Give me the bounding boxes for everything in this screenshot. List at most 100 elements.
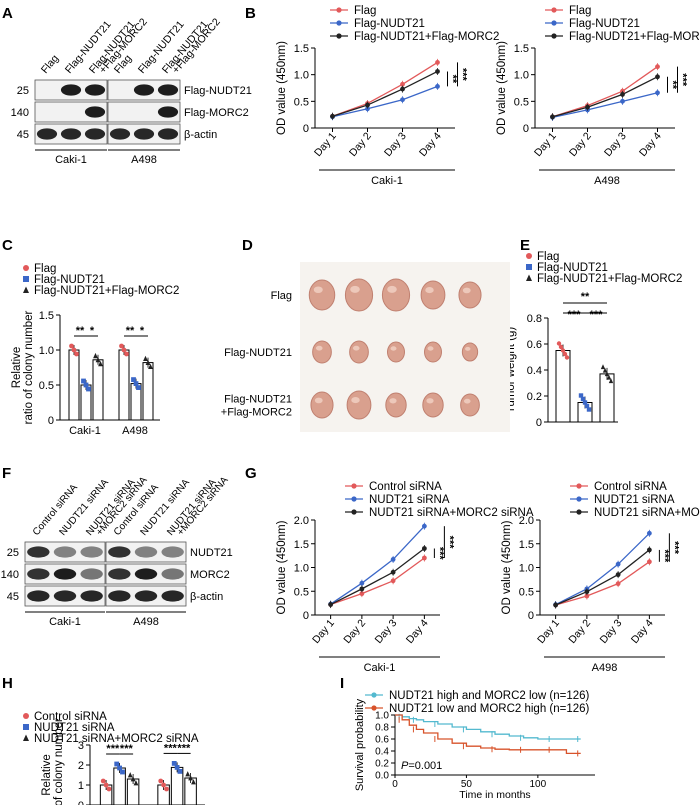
panel-letter-e: E (520, 237, 530, 254)
panel-letter-c: C (2, 237, 13, 254)
tumor (424, 341, 442, 363)
sig-mark: *** (590, 309, 604, 321)
protein-band (80, 568, 103, 580)
legend-marker (336, 33, 342, 39)
protein-band (133, 128, 155, 140)
point-flag (562, 351, 568, 357)
category-label: Caki-1 (69, 425, 101, 437)
data-point-control-sirna (584, 593, 590, 599)
panel-letter-d: D (242, 237, 253, 254)
x-axis-title: Caki-1 (371, 175, 403, 187)
sig-mark: ** (581, 291, 590, 303)
legend-label-flag-nudt21: Flag-NUDT21 (569, 18, 640, 30)
x-tick-label: 0 (392, 779, 398, 790)
y-tick-label: 1.5 (294, 539, 309, 551)
point-nudt21-sirna-morc2-sirna (130, 776, 136, 782)
data-point-flag-nudt21-flag-morc2 (400, 86, 405, 92)
y-tick-label: 0.5 (294, 586, 309, 598)
point-flag-nudt21-flag-morc2 (93, 352, 98, 359)
point-flag-nudt21 (133, 381, 139, 386)
data-point-flag-nudt21-flag-morc2 (435, 69, 440, 74)
protein-band (60, 128, 82, 140)
y-tick-label: 0 (303, 123, 309, 135)
y-axis-title: OD value (450nm) (276, 520, 288, 614)
data-point-flag-nudt21-flag-morc2 (330, 113, 335, 119)
data-point-flag-nudt21-flag-morc2 (585, 104, 590, 110)
y-tick-label: 1.5 (514, 43, 529, 55)
y-axis-title: Relative (11, 347, 23, 389)
legend-label-nudt21-sirna: NUDT21 siRNA (34, 722, 115, 734)
lane-label: Flag (39, 52, 61, 75)
protein-band (84, 106, 106, 118)
legend-marker (551, 7, 557, 13)
legend-label-nudt21-high-and-morc2-low-n-126: NUDT21 high and MORC2 low (n=126) (389, 690, 590, 702)
mw-marker: 25 (17, 85, 29, 97)
legend-label-flag-nudt21-flag-morc2: Flag-NUDT21+Flag-MORC2 (354, 31, 499, 43)
tumor-highlight (426, 398, 434, 404)
point-flag-nudt21 (81, 378, 86, 384)
x-tick-label: Day 1 (310, 617, 337, 646)
legend-marker (551, 33, 557, 39)
series-line-nudt21-sirna-morc2-sirna (330, 547, 425, 606)
sig-mark: * (90, 325, 95, 337)
y-tick-label: 0.5 (294, 96, 309, 108)
series-line-flag-nudt21-flag-morc2 (332, 70, 438, 117)
point-control-sirna (100, 778, 106, 784)
legend-label-control-sirna: Control siRNA (369, 481, 442, 493)
x-axis-title: Time in months (459, 789, 530, 801)
protein-band (161, 590, 184, 602)
x-tick-label: Day 4 (417, 130, 444, 159)
point-nudt21-sirna-morc2-sirna (127, 772, 133, 778)
point-flag (119, 343, 124, 349)
tumor (385, 392, 407, 418)
y-tick-label: 0.8 (527, 313, 542, 325)
sig-mark: ** (126, 325, 135, 337)
sig-mark: *** (177, 742, 191, 754)
data-point-control-sirna (615, 581, 621, 587)
series-line-nudt21-sirna (330, 525, 425, 605)
chart-c: 0 0.5 1.0 1.5 Relative ratio of colony number… (11, 310, 160, 437)
tumor-highlight (463, 398, 471, 404)
tumor-row-label: Flag (271, 290, 292, 302)
tumor-highlight (425, 287, 434, 294)
series-line-flag-nudt21-flag-morc2 (552, 76, 658, 118)
y-tick-label: 0.6 (527, 339, 542, 351)
tumor-highlight (314, 397, 323, 404)
data-point-control-sirna (646, 559, 652, 565)
tumor-highlight (465, 346, 471, 351)
x-tick-label: Day 2 (341, 617, 368, 646)
legend-label-flag-nudt21: Flag-NUDT21 (354, 18, 425, 30)
point-flag-nudt21 (83, 382, 89, 388)
data-point-flag-nudt21 (620, 98, 625, 104)
y-tick-label: 1.0 (375, 711, 389, 722)
point-flag (74, 351, 79, 357)
blot-box (34, 101, 108, 123)
mw-marker: 45 (17, 129, 29, 141)
series-line-nudt21-sirna-morc2-sirna (555, 549, 650, 606)
tumor (381, 278, 411, 312)
tumor-highlight (352, 345, 360, 351)
x-tick-label: Day 1 (535, 617, 562, 646)
point-flag-nudt21-flag-morc2 (600, 364, 606, 370)
legend-label-control-sirna: Control siRNA (34, 711, 107, 723)
data-point-flag-nudt21 (400, 97, 405, 103)
tumor-highlight (390, 346, 397, 351)
legend-label-flag: Flag (354, 5, 376, 17)
band-label-actin: β-actin (184, 129, 217, 141)
point-nudt21-sirna (120, 769, 125, 775)
protein-band (157, 84, 179, 96)
y-axis-title: OD value (450nm) (496, 41, 508, 135)
chart-b-left: 0 0.5 1.0 1.5 Day 1 Day 2 Day 3 Day 4 OD value (… (276, 41, 469, 187)
y-tick-label: 0 (536, 417, 542, 429)
x-tick-label: Day 4 (404, 617, 431, 646)
point-flag (558, 344, 564, 350)
data-point-flag (400, 81, 405, 87)
point-control-sirna (106, 786, 112, 792)
